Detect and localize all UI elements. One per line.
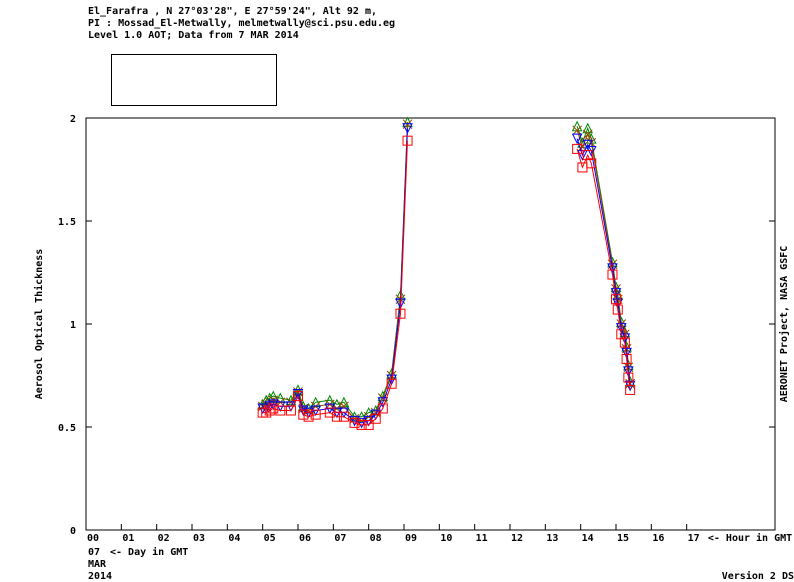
x-tick-label: 14: [582, 533, 594, 544]
day-caption: <- Day in GMT: [110, 546, 188, 558]
y-tick-label: 1.5: [58, 217, 76, 228]
x-tick-label: 17: [688, 533, 700, 544]
data-point-aot_1020: [268, 403, 279, 414]
series-line-aot_440: [576, 126, 631, 382]
data-point-aot_1020: [623, 372, 634, 383]
data-point-aot_440: [582, 122, 594, 134]
series-line-aot_440: [262, 122, 408, 418]
data-point-aot_1020: [619, 337, 630, 348]
data-point-aot_675: [572, 125, 582, 136]
year-label: 2014: [88, 571, 112, 582]
y-tick-label: 0.5: [58, 423, 76, 434]
data-point-aot_870: [607, 263, 618, 274]
data-point-aot_870: [615, 323, 627, 334]
data-point-aot_1020: [582, 150, 593, 161]
x-axis-label: <- Hour in GMT: [708, 532, 792, 544]
y-axis-label: Aerosol Optical Thickness: [33, 249, 45, 400]
y-tick-label: 0: [70, 526, 76, 537]
data-point-aot_870: [402, 123, 413, 134]
right-vertical-label: AERONET Project, NASA GSFC: [778, 246, 790, 403]
data-point-aot_1020: [275, 405, 286, 416]
data-point-aot_870: [621, 347, 632, 359]
data-point-aot_1020: [586, 158, 597, 169]
series-line-aot_1020: [262, 140, 408, 426]
x-tick-label: 15: [617, 533, 629, 544]
data-point-aot_1020: [625, 384, 636, 395]
x-tick-label: 11: [476, 533, 488, 544]
data-point-aot_1020: [356, 419, 367, 430]
version-label: Version 2 DS: [722, 570, 794, 582]
data-point-aot_1020: [402, 135, 413, 146]
data-point-aot_1020: [621, 354, 632, 365]
plot-frame: [85, 117, 776, 531]
x-tick-label: 04: [228, 533, 240, 544]
x-tick-label: 09: [405, 533, 417, 544]
data-point-aot_1020: [310, 409, 321, 420]
x-tick-label: 08: [370, 533, 382, 544]
series-line-aot_1020: [576, 148, 631, 390]
data-point-aot_870: [623, 366, 634, 377]
data-point-aot_675: [582, 129, 593, 140]
data-point-aot_1020: [293, 391, 303, 402]
series-line-aot_870: [262, 128, 408, 424]
level-line: Level 1.0 AOT; Data from 7 MAR 2014: [88, 30, 299, 41]
data-point-aot_1020: [349, 417, 360, 428]
y-tick-label: 1: [70, 320, 76, 331]
day-label: 07: [88, 547, 100, 558]
x-tick-label: 06: [299, 533, 311, 544]
data-point-aot_1020: [607, 269, 618, 280]
x-tick-label: 16: [652, 533, 664, 544]
x-tick-label: 12: [511, 533, 523, 544]
data-point-aot_870: [571, 133, 583, 145]
series-line-aot_675: [576, 130, 631, 384]
data-point-aot_1020: [572, 143, 583, 154]
data-point-aot_870: [292, 389, 304, 400]
x-tick-label: 03: [193, 533, 205, 544]
x-tick-label: 07: [334, 533, 346, 544]
data-point-aot_1020: [331, 411, 342, 422]
data-point-aot_1020: [612, 304, 623, 315]
data-point-aot_1020: [298, 409, 309, 420]
x-tick-label: 02: [158, 533, 170, 544]
data-point-aot_1020: [285, 405, 296, 416]
data-point-aot_1020: [377, 403, 388, 414]
station-title: El_Farafra , N 27°03'28", E 27°59'24", A…: [88, 6, 377, 17]
data-point-aot_870: [582, 139, 594, 151]
x-tick-label: 05: [264, 533, 276, 544]
data-point-aot_1020: [395, 308, 406, 319]
legend: [111, 54, 277, 106]
y-tick-label: 2: [70, 114, 76, 125]
data-point-aot_1020: [363, 419, 374, 430]
data-point-aot_870: [395, 298, 406, 310]
data-point-aot_1020: [303, 411, 314, 422]
x-tick-label: 01: [122, 533, 134, 544]
data-point-aot_1020: [386, 378, 397, 389]
x-tick-label: 13: [546, 533, 558, 544]
series-line-aot_675: [262, 124, 408, 422]
pi-line: PI : Mossad_El-Metwally, melmetwally@sci…: [88, 18, 396, 29]
x-tick-label: 10: [440, 533, 452, 544]
data-point-aot_1020: [616, 329, 627, 340]
x-tick-label: 00: [87, 533, 99, 544]
data-point-aot_1020: [370, 413, 381, 424]
month-label: MAR: [88, 559, 107, 570]
data-point-aot_1020: [338, 411, 349, 422]
data-point-aot_870: [610, 288, 622, 299]
data-point-aot_1020: [611, 294, 621, 305]
data-point-aot_1020: [264, 405, 275, 416]
data-point-aot_870: [577, 150, 588, 161]
